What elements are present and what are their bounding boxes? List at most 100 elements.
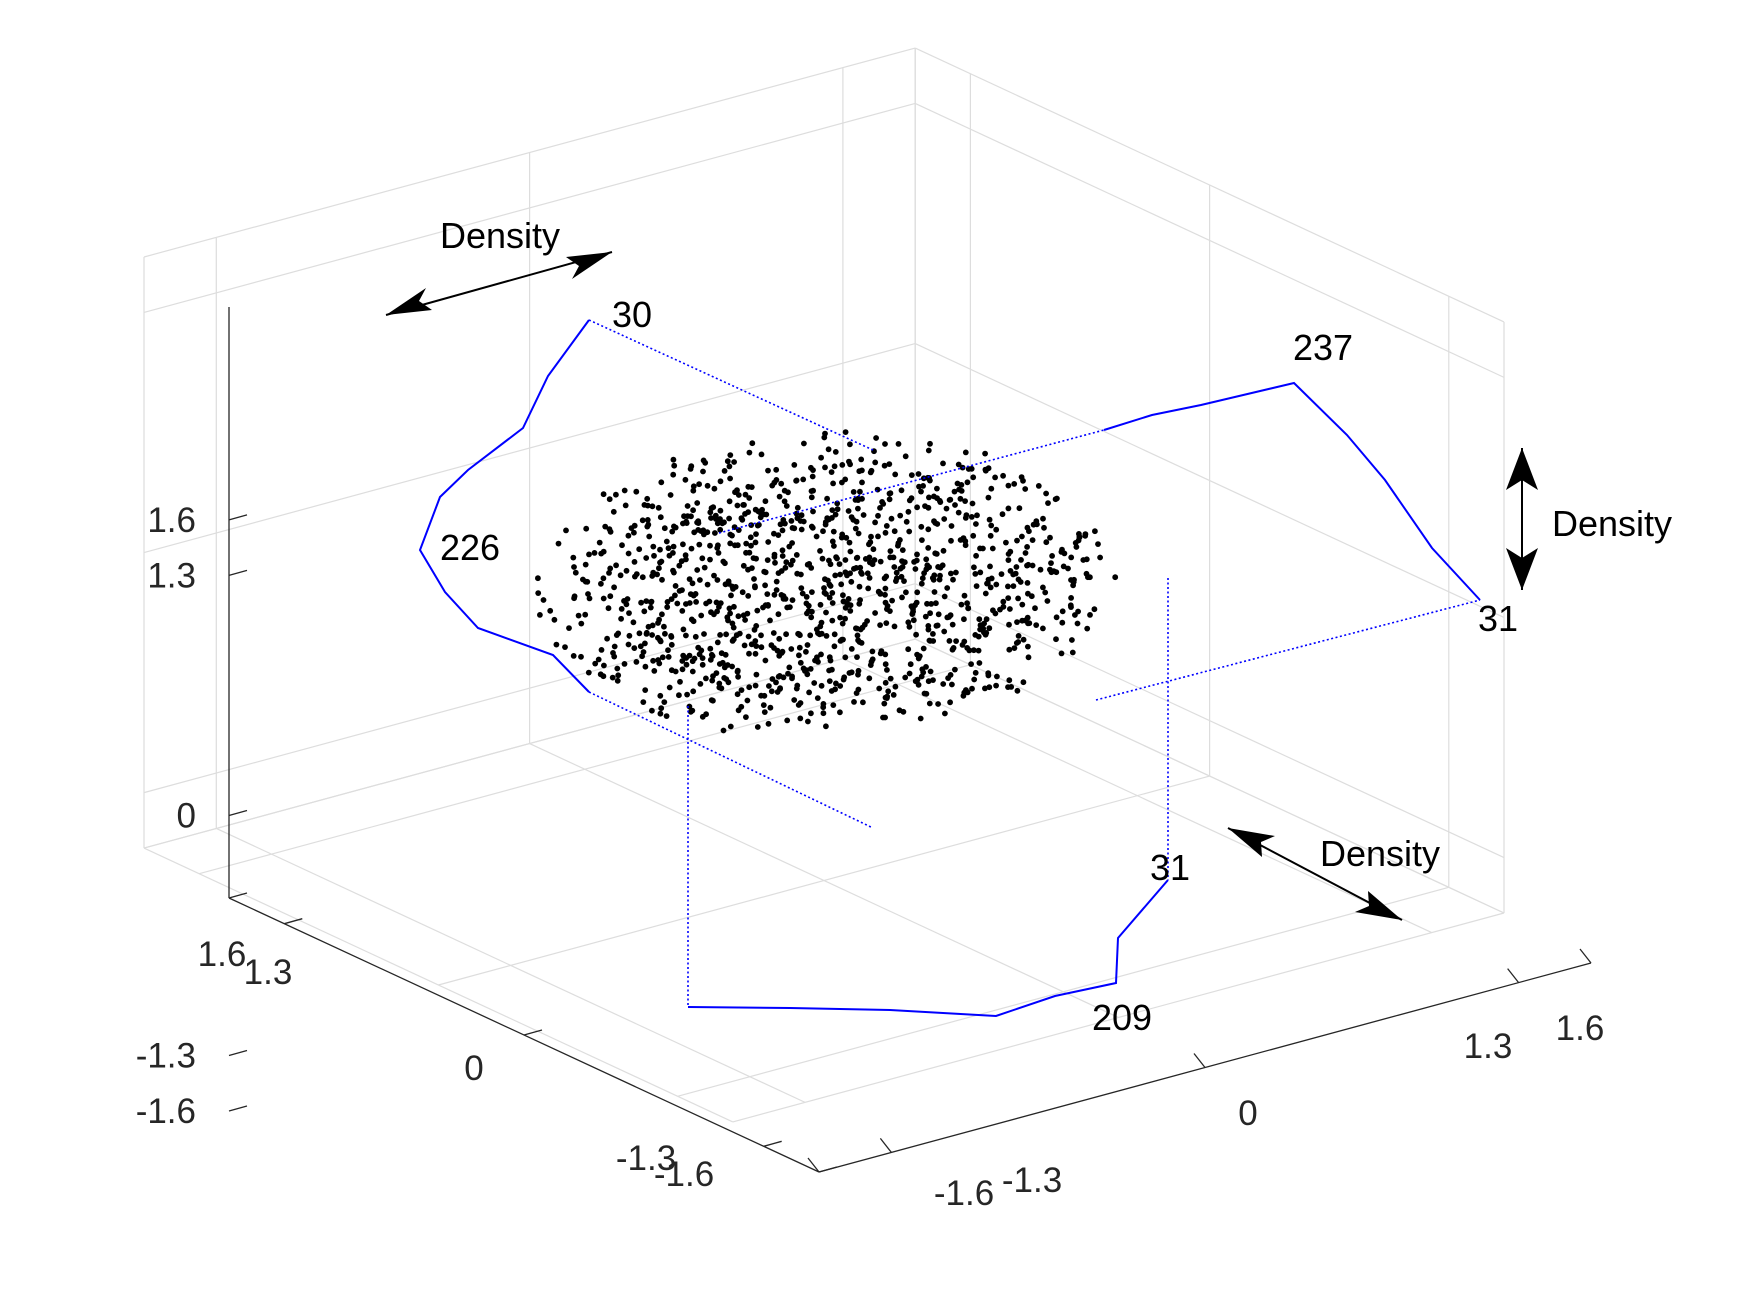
point-11 [773, 578, 780, 585]
point-294 [818, 651, 824, 658]
point-925 [1017, 579, 1024, 585]
point-970 [683, 661, 690, 668]
point-972 [783, 631, 789, 638]
point-15 [752, 539, 759, 546]
point-329 [805, 718, 811, 725]
point-1169 [910, 608, 916, 615]
point-47 [607, 565, 614, 572]
point-987 [960, 535, 967, 541]
x-tick-2 [523, 1029, 543, 1036]
point-355 [729, 638, 736, 644]
point-465 [829, 538, 836, 545]
point-837 [613, 491, 619, 498]
z-tick-1 [228, 1049, 248, 1057]
back-wall-grid-z-2 [143, 342, 916, 554]
density-profiles [418, 319, 1481, 1018]
point-907 [713, 599, 720, 606]
point-144 [684, 503, 691, 509]
x-profile-peak-label: 209 [1092, 997, 1152, 1038]
point-497 [804, 642, 811, 648]
point-487 [986, 625, 993, 632]
point-650 [1045, 500, 1051, 506]
point-934 [776, 652, 783, 659]
point-787 [607, 593, 614, 600]
point-199 [883, 523, 890, 529]
point-1029 [740, 502, 747, 508]
point-791 [842, 557, 849, 563]
point-1174 [856, 468, 863, 475]
point-647 [610, 508, 617, 515]
point-532 [972, 669, 979, 676]
point-1186 [614, 665, 621, 672]
point-598 [631, 529, 637, 536]
point-646 [952, 666, 958, 673]
point-411 [715, 550, 722, 556]
point-590 [899, 547, 906, 553]
point-640 [1015, 633, 1022, 639]
point-944 [932, 550, 939, 557]
point-601 [1019, 601, 1026, 608]
point-1108 [826, 516, 832, 523]
back-wall-grid-z-4 [143, 47, 916, 258]
point-616 [980, 545, 986, 552]
point-562 [776, 635, 783, 642]
point-249 [749, 440, 756, 447]
point-757 [880, 501, 887, 507]
point-51 [910, 617, 917, 624]
point-1113 [877, 505, 883, 511]
point-724 [727, 475, 733, 482]
point-739 [595, 656, 602, 663]
point-976 [727, 452, 734, 458]
point-227 [927, 668, 934, 675]
point-850 [1025, 590, 1031, 597]
y-tick-1 [879, 1138, 892, 1153]
point-847 [1072, 540, 1079, 546]
point-78 [925, 447, 932, 454]
point-792 [842, 654, 849, 661]
point-618 [781, 498, 788, 505]
z-tick-label-3: 1.3 [147, 556, 196, 595]
point-852 [912, 678, 919, 685]
point-994 [926, 475, 932, 481]
point-535 [948, 523, 955, 529]
point-1146 [778, 592, 785, 598]
point-90 [1047, 534, 1053, 541]
point-582 [973, 583, 980, 589]
point-1070 [884, 603, 891, 609]
point-1121 [1024, 614, 1031, 621]
point-606 [873, 435, 879, 441]
point-955 [824, 495, 830, 502]
point-24 [987, 584, 994, 591]
point-180 [983, 616, 990, 623]
point-892 [1014, 537, 1020, 544]
point-97 [1053, 636, 1059, 643]
point-236 [925, 545, 932, 551]
point-1135 [925, 526, 932, 533]
point-696 [591, 550, 598, 556]
point-668 [621, 661, 628, 667]
y-tick-label-2: 0 [1238, 1094, 1257, 1133]
point-859 [1068, 595, 1074, 601]
point-66 [746, 449, 753, 456]
point-120 [973, 521, 979, 527]
point-1153 [788, 646, 795, 652]
point-914 [838, 581, 845, 588]
point-552 [853, 690, 860, 696]
point-268 [1082, 531, 1089, 537]
point-630 [869, 648, 876, 655]
point-1199 [679, 666, 686, 673]
point-399 [1014, 687, 1021, 694]
point-415 [704, 482, 711, 489]
point-216 [553, 641, 560, 648]
point-284 [1007, 568, 1014, 574]
point-365 [731, 459, 737, 465]
point-716 [726, 515, 732, 522]
point-759 [623, 601, 630, 608]
point-330 [833, 554, 839, 560]
point-893 [871, 557, 878, 563]
point-537 [706, 598, 713, 605]
point-921 [726, 498, 733, 505]
point-25 [797, 715, 804, 722]
point-602 [563, 527, 569, 534]
point-412 [752, 682, 759, 689]
